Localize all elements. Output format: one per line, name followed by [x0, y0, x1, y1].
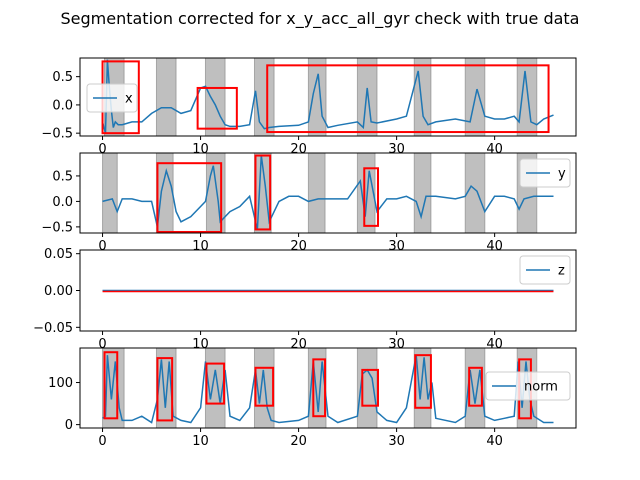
detection-box [103, 351, 119, 420]
x-tick-label: 40 [486, 239, 503, 254]
x-tick-label: 40 [486, 142, 503, 157]
subplot-grid: 0 10 20 30 40 −0.5 0.0 0.5 x 0 10 20 30 40 −0.5 0.0 0.5 y… [33, 57, 577, 449]
detection-box [414, 354, 432, 409]
legend-label: x [125, 92, 133, 107]
axes-frame [79, 347, 577, 429]
plot-area [102, 289, 554, 293]
series-line [101, 59, 554, 134]
segment-span [413, 153, 432, 233]
y-tick-label: 0.0 [52, 98, 73, 113]
y-tick-label: −0.05 [33, 321, 73, 336]
subplot-2: 0 10 20 30 40 −0.5 0.0 0.5 y [41, 152, 577, 254]
detection-box [361, 368, 379, 407]
x-tick-label: 30 [388, 239, 405, 254]
x-tick-label: 0 [98, 142, 106, 157]
plot-area [102, 153, 554, 233]
axes-frame [79, 57, 577, 137]
subplot-1: 0 10 20 30 40−0.50.00.5x [41, 57, 577, 157]
legend-frame [485, 371, 571, 401]
segment-span [253, 58, 275, 136]
legend: z [519, 255, 571, 285]
x-tick-label: 0 [98, 337, 106, 352]
segment-span [204, 58, 226, 136]
detection-box [205, 362, 226, 405]
y-tick-label: 0.05 [44, 247, 73, 262]
x-tick-label: 30 [388, 142, 405, 157]
subplot-4: 0 10 20 30 40 0 100 norm [48, 347, 577, 449]
y-tick-label: 100 [48, 376, 73, 391]
legend-label: y [558, 167, 566, 182]
segment-span [155, 58, 177, 136]
detection-box [156, 357, 174, 422]
legend-label: z [558, 264, 565, 279]
x-tick-label: 20 [290, 142, 307, 157]
segment-span [356, 58, 378, 136]
x-tick-label: 10 [192, 434, 209, 449]
detection-box [254, 154, 272, 231]
y-tick-label: 0 [65, 418, 73, 433]
y-tick-label: −0.5 [41, 127, 73, 142]
segment-span [205, 153, 226, 233]
y-tick-label: 0.5 [52, 70, 73, 85]
y-tick-label: −0.5 [41, 220, 73, 235]
legend-label: norm [524, 380, 558, 395]
legend: norm [485, 371, 571, 401]
plot-area [101, 58, 554, 136]
series-line [102, 155, 554, 230]
subplot-3: 0 10 20 30 40−0.050.000.05z [33, 247, 577, 352]
detection-box [196, 86, 238, 130]
y-tick-label: 0.0 [52, 195, 73, 210]
x-tick-label: 40 [486, 337, 503, 352]
legend: x [86, 83, 138, 113]
x-tick-label: 30 [388, 434, 405, 449]
figure-title: Segmentation corrected for x_y_acc_all_g… [61, 9, 580, 29]
segment-span [464, 153, 486, 233]
segment-span [102, 153, 118, 233]
segment-span [516, 58, 538, 136]
x-tick-label: 30 [388, 337, 405, 352]
detection-box [254, 366, 275, 407]
x-tick-label: 20 [290, 239, 307, 254]
y-tick-label: 0.00 [44, 284, 73, 299]
segment-span [307, 153, 326, 233]
detection-box [468, 366, 483, 407]
detection-box [363, 167, 379, 227]
x-tick-label: 20 [290, 434, 307, 449]
legend: y [519, 158, 571, 188]
segment-span [155, 153, 174, 233]
detection-box [156, 162, 223, 233]
x-tick-label: 20 [290, 337, 307, 352]
x-tick-label: 0 [98, 434, 106, 449]
x-tick-label: 40 [486, 434, 503, 449]
y-tick-label: 0.5 [52, 169, 73, 184]
segment-span [307, 58, 327, 136]
detection-box [266, 64, 550, 134]
segment-span [356, 153, 376, 233]
x-tick-label: 10 [192, 239, 209, 254]
detection-box [312, 358, 327, 418]
x-tick-label: 0 [98, 239, 106, 254]
axes-frame [79, 152, 577, 234]
plot-area [102, 348, 554, 428]
